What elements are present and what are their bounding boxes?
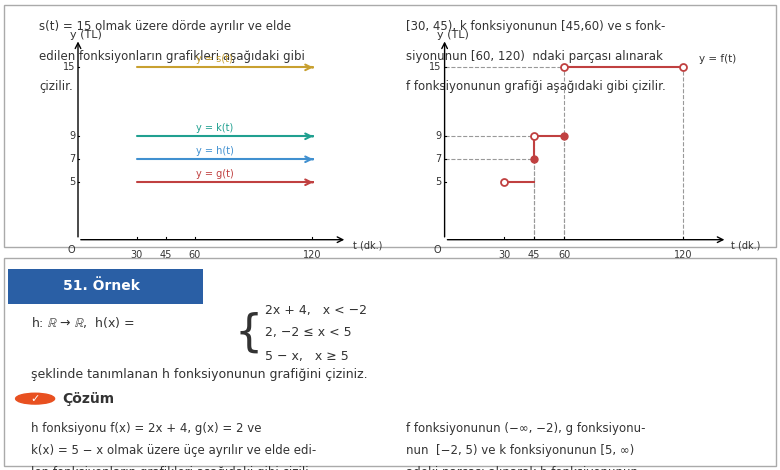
Text: y = s(t): y = s(t) — [196, 54, 233, 64]
Text: O: O — [67, 245, 75, 255]
FancyBboxPatch shape — [4, 5, 776, 247]
Text: ✓: ✓ — [30, 394, 40, 404]
Text: [30, 45), k fonksiyonunun [45,60) ve s fonk-: [30, 45), k fonksiyonunun [45,60) ve s f… — [406, 20, 665, 33]
Text: 5: 5 — [435, 177, 441, 187]
Text: y = k(t): y = k(t) — [196, 123, 233, 133]
Text: şeklinde tanımlanan h fonksiyonunun grafiğini çiziniz.: şeklinde tanımlanan h fonksiyonunun graf… — [31, 368, 368, 381]
Text: f fonksiyonunun (−∞, −2), g fonksiyonu-: f fonksiyonunun (−∞, −2), g fonksiyonu- — [406, 423, 645, 435]
Text: f fonksiyonunun grafiği aşağıdaki gibi çizilir.: f fonksiyonunun grafiği aşağıdaki gibi ç… — [406, 80, 665, 93]
Text: adeki parçası alınarak h fonksiyonunun: adeki parçası alınarak h fonksiyonunun — [406, 466, 637, 470]
Text: O: O — [434, 245, 441, 255]
Text: y = h(t): y = h(t) — [196, 146, 233, 156]
Text: y = g(t): y = g(t) — [196, 169, 233, 179]
Text: y (TL): y (TL) — [437, 30, 469, 40]
Text: 120: 120 — [303, 250, 321, 260]
Text: y = f(t): y = f(t) — [700, 54, 736, 64]
Text: 60: 60 — [189, 250, 201, 260]
Text: 5 − x,   x ≥ 5: 5 − x, x ≥ 5 — [265, 350, 349, 363]
Text: 15: 15 — [429, 63, 441, 72]
Text: 2, −2 ≤ x < 5: 2, −2 ≤ x < 5 — [265, 326, 352, 339]
Text: siyonunun [60, 120)  ndaki parçası alınarak: siyonunun [60, 120) ndaki parçası alınar… — [406, 50, 662, 63]
Text: h: $\mathbb{R}$ → $\mathbb{R}$,  h(x) =: h: $\mathbb{R}$ → $\mathbb{R}$, h(x) = — [31, 315, 135, 330]
Text: k(x) = 5 − x olmak üzere üçe ayrılır ve elde edi-: k(x) = 5 − x olmak üzere üçe ayrılır ve … — [31, 444, 317, 457]
Text: {: { — [234, 311, 262, 354]
Text: 30: 30 — [498, 250, 510, 260]
FancyBboxPatch shape — [8, 269, 203, 304]
Text: len fonksiyonların grafikleri aşağıdaki gibi çizili-: len fonksiyonların grafikleri aşağıdaki … — [31, 466, 314, 470]
Text: 7: 7 — [435, 154, 441, 164]
Text: 2x + 4,   x < −2: 2x + 4, x < −2 — [265, 304, 367, 316]
Text: 15: 15 — [62, 63, 75, 72]
Text: 45: 45 — [160, 250, 172, 260]
Text: t (dk.): t (dk.) — [731, 241, 760, 251]
Text: Çözüm: Çözüm — [62, 392, 115, 406]
Text: çizilir.: çizilir. — [39, 80, 73, 93]
Text: 9: 9 — [69, 131, 75, 141]
Text: 45: 45 — [528, 250, 541, 260]
Text: y (TL): y (TL) — [70, 30, 102, 40]
Text: h fonksiyonu f(x) = 2x + 4, g(x) = 2 ve: h fonksiyonu f(x) = 2x + 4, g(x) = 2 ve — [31, 423, 262, 435]
Text: 30: 30 — [130, 250, 143, 260]
FancyBboxPatch shape — [4, 258, 776, 466]
Text: 5: 5 — [69, 177, 75, 187]
Text: 51. Örnek: 51. Örnek — [63, 279, 140, 293]
Text: 7: 7 — [69, 154, 75, 164]
Text: nun  [−2, 5) ve k fonksiyonunun [5, ∞): nun [−2, 5) ve k fonksiyonunun [5, ∞) — [406, 444, 634, 457]
Text: edilen fonksiyonların grafikleri aşağıdaki gibi: edilen fonksiyonların grafikleri aşağıda… — [39, 50, 305, 63]
Text: 60: 60 — [558, 250, 570, 260]
Text: s(t) = 15 olmak üzere dörde ayrılır ve elde: s(t) = 15 olmak üzere dörde ayrılır ve e… — [39, 20, 291, 33]
Text: 120: 120 — [674, 250, 693, 260]
Circle shape — [16, 393, 55, 404]
Text: t (dk.): t (dk.) — [353, 241, 382, 251]
Text: 9: 9 — [435, 131, 441, 141]
